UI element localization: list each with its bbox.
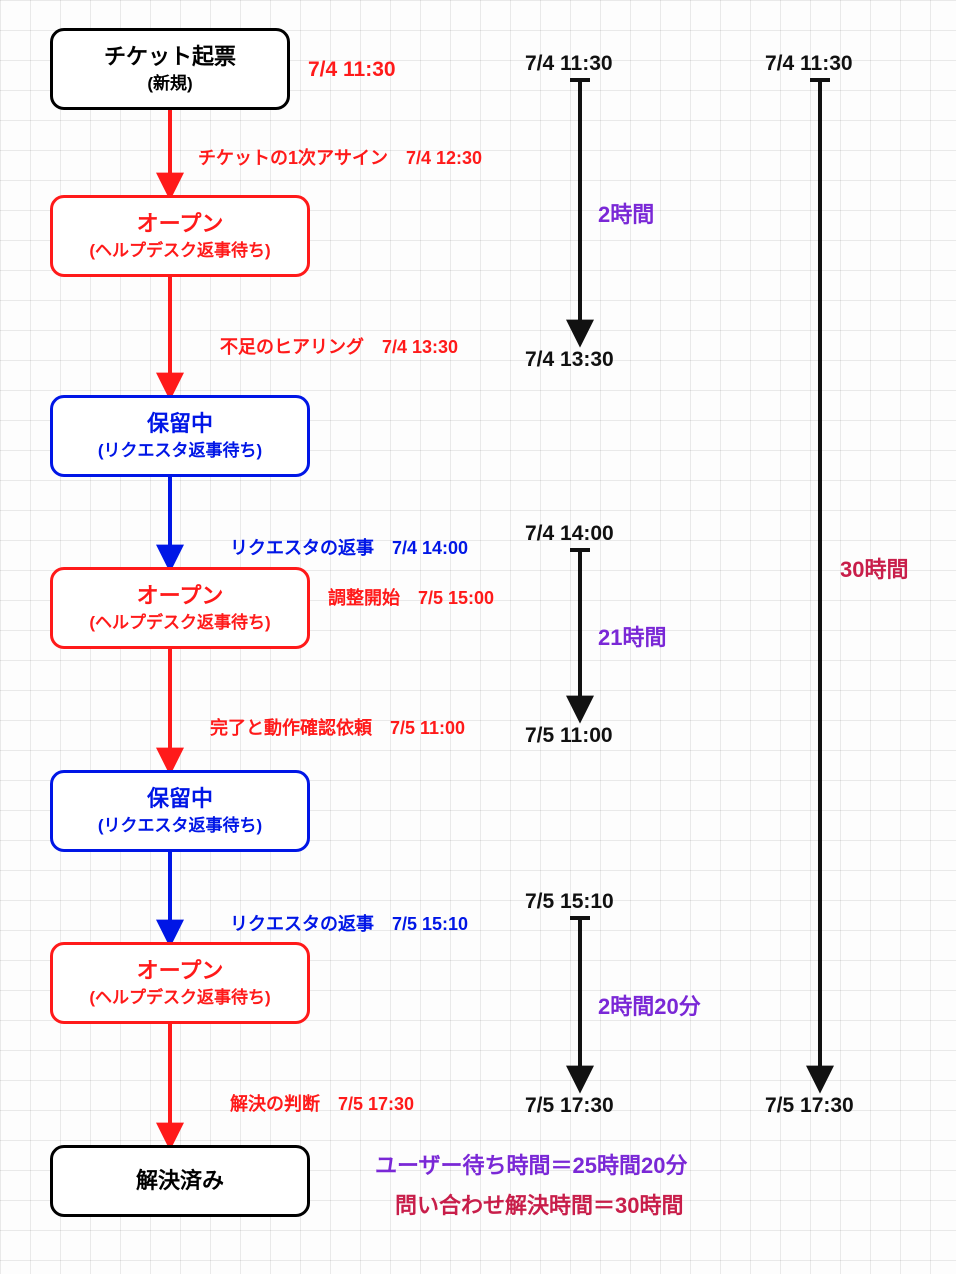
node-n1: チケット起票(新規) bbox=[50, 28, 290, 110]
node-title: 保留中 bbox=[147, 784, 213, 814]
node-subtitle: (ヘルプデスク返事待ち) bbox=[89, 240, 270, 263]
time-top-2: 7/5 15:10 bbox=[525, 890, 614, 914]
flow-label-3: リクエスタの返事 7/4 14:00 bbox=[230, 534, 468, 560]
time-bottom-1: 7/5 11:00 bbox=[525, 724, 613, 748]
time-mid-3: 30時間 bbox=[840, 552, 908, 584]
flow-label-5: 完了と動作確認依頼 7/5 11:00 bbox=[210, 714, 465, 740]
node-title: オープン bbox=[137, 209, 224, 239]
node-subtitle: (ヘルプデスク返事待ち) bbox=[89, 612, 270, 635]
node-subtitle: (ヘルプデスク返事待ち) bbox=[89, 987, 270, 1010]
time-bottom-0: 7/4 13:30 bbox=[525, 348, 614, 372]
time-bottom-2: 7/5 17:30 bbox=[525, 1094, 614, 1118]
flow-label-0: 7/4 11:30 bbox=[308, 58, 396, 82]
node-title: オープン bbox=[137, 956, 224, 986]
node-title: オープン bbox=[137, 581, 224, 611]
node-title: チケット起票 bbox=[104, 42, 236, 72]
time-bottom-3: 7/5 17:30 bbox=[765, 1094, 854, 1118]
time-top-1: 7/4 14:00 bbox=[525, 522, 614, 546]
node-n5: 保留中(リクエスタ返事待ち) bbox=[50, 770, 310, 852]
node-n6: オープン(ヘルプデスク返事待ち) bbox=[50, 942, 310, 1024]
node-n7: 解決済み bbox=[50, 1145, 310, 1217]
node-subtitle: (リクエスタ返事待ち) bbox=[98, 815, 262, 838]
time-mid-0: 2時間 bbox=[598, 197, 654, 229]
time-mid-2: 2時間20分 bbox=[598, 989, 701, 1021]
time-top-3: 7/4 11:30 bbox=[765, 52, 853, 76]
node-n4: オープン(ヘルプデスク返事待ち) bbox=[50, 567, 310, 649]
flow-label-2: 不足のヒアリング 7/4 13:30 bbox=[220, 333, 458, 359]
node-subtitle: (新規) bbox=[147, 73, 192, 96]
time-top-0: 7/4 11:30 bbox=[525, 52, 613, 76]
node-title: 解決済み bbox=[136, 1166, 224, 1196]
summary-0: ユーザー待ち時間＝25時間20分 bbox=[375, 1148, 688, 1180]
time-mid-1: 21時間 bbox=[598, 620, 666, 652]
node-subtitle: (リクエスタ返事待ち) bbox=[98, 440, 262, 463]
flow-label-1: チケットの1次アサイン 7/4 12:30 bbox=[198, 144, 482, 170]
diagram-canvas: チケット起票(新規)オープン(ヘルプデスク返事待ち)保留中(リクエスタ返事待ち)… bbox=[0, 0, 956, 1274]
flow-label-7: 解決の判断 7/5 17:30 bbox=[230, 1090, 414, 1116]
node-n2: オープン(ヘルプデスク返事待ち) bbox=[50, 195, 310, 277]
flow-label-4: 調整開始 7/5 15:00 bbox=[328, 584, 494, 610]
node-n3: 保留中(リクエスタ返事待ち) bbox=[50, 395, 310, 477]
summary-1: 問い合わせ解決時間＝30時間 bbox=[395, 1188, 683, 1220]
node-title: 保留中 bbox=[147, 409, 213, 439]
flow-label-6: リクエスタの返事 7/5 15:10 bbox=[230, 910, 468, 936]
